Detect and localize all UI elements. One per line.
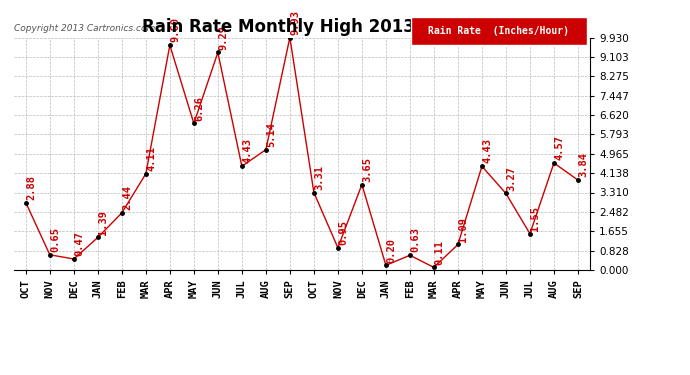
Text: 4.57: 4.57 — [555, 135, 564, 160]
Text: Rain Rate  (Inches/Hour): Rain Rate (Inches/Hour) — [428, 26, 569, 36]
Text: 2.88: 2.88 — [26, 175, 37, 200]
Text: 3.27: 3.27 — [506, 166, 517, 190]
Text: 4.11: 4.11 — [146, 146, 157, 171]
Text: 1.55: 1.55 — [531, 206, 540, 231]
Text: 0.47: 0.47 — [75, 231, 84, 256]
Text: 9.60: 9.60 — [170, 18, 180, 42]
Text: 1.39: 1.39 — [99, 210, 108, 235]
Text: 0.65: 0.65 — [50, 227, 60, 252]
Text: 6.26: 6.26 — [195, 96, 204, 121]
Text: 3.31: 3.31 — [315, 165, 324, 190]
Text: 9.93: 9.93 — [290, 10, 300, 35]
Text: 0.63: 0.63 — [411, 228, 420, 252]
Text: 0.11: 0.11 — [435, 240, 444, 265]
Text: 0.20: 0.20 — [386, 237, 397, 262]
Text: 9.29: 9.29 — [219, 25, 228, 50]
Text: 0.95: 0.95 — [338, 220, 348, 245]
Text: 4.43: 4.43 — [242, 138, 253, 164]
Title: Rain Rate Monthly High 20131002: Rain Rate Monthly High 20131002 — [142, 18, 462, 36]
Text: 1.09: 1.09 — [458, 217, 469, 242]
Text: Copyright 2013 Cartronics.com: Copyright 2013 Cartronics.com — [14, 24, 155, 33]
Text: 3.84: 3.84 — [578, 152, 589, 177]
Text: 5.14: 5.14 — [266, 122, 277, 147]
Text: 3.65: 3.65 — [362, 157, 373, 182]
Text: 2.44: 2.44 — [122, 185, 132, 210]
Text: 4.43: 4.43 — [482, 138, 493, 164]
